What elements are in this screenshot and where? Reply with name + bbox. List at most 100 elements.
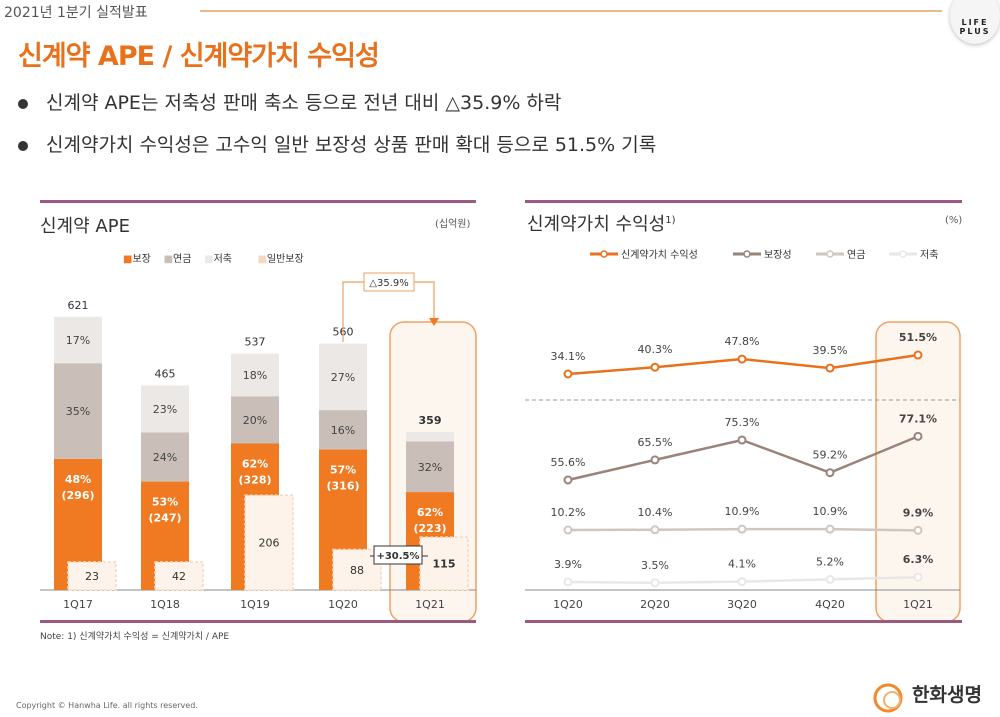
total-label: 465 (155, 367, 176, 380)
legend-label: 저축 (213, 254, 233, 265)
ape-change-label: △35.9% (369, 278, 408, 289)
bullet-item: 신계약 APE는 저축성 판매 축소 등으로 전년 대비 △35.9% 하락 (18, 88, 561, 115)
legend-label: 연금 (847, 249, 865, 261)
data-label: 51.5% (899, 331, 937, 344)
data-label: 35% (66, 405, 90, 418)
legend-label: 연금 (173, 254, 192, 265)
total-label: 621 (68, 299, 89, 312)
ape-chart-title: 신계약 APE (40, 216, 130, 237)
data-point (737, 524, 747, 534)
data-point (913, 572, 923, 582)
data-point (563, 577, 573, 587)
data-point (825, 363, 835, 373)
panel-divider (525, 620, 962, 623)
page-title: 신계약 APE / 신계약가치 수익성 (18, 41, 380, 72)
general-label: 88 (350, 564, 364, 577)
bar-segment-연금 (141, 432, 189, 482)
data-label: 32% (418, 461, 442, 474)
data-point (737, 435, 747, 445)
data-point (913, 431, 923, 441)
bar-segment-저축 (141, 385, 189, 433)
legend-swatch-icon: ■ (123, 254, 133, 265)
data-label: 24% (153, 451, 177, 464)
general-label: 42 (172, 570, 186, 583)
data-label: 6.3% (903, 553, 934, 566)
bar-segment-저축 (231, 353, 279, 397)
bullet-item: 신계약가치 수익성은 고수익 일반 보장성 상품 판매 확대 등으로 51.5%… (18, 130, 656, 157)
bullet-text: 신계약 APE는 저축성 판매 축소 등으로 전년 대비 △35.9% 하락 (46, 92, 562, 114)
data-point (913, 350, 923, 360)
legend-marker-icon (600, 250, 608, 258)
data-point (650, 578, 660, 588)
data-label: (328) (238, 474, 271, 487)
ape-unit: (십억원) (435, 219, 471, 230)
general-protection-box (154, 561, 204, 591)
data-point (737, 354, 747, 364)
data-label: 3.9% (554, 558, 582, 571)
total-label: 537 (245, 336, 266, 349)
x-tick-label: 2Q20 (640, 598, 670, 611)
legend-swatch-icon: ■ (163, 254, 174, 265)
hanwha-logo-icon (873, 683, 903, 713)
data-label: (316) (326, 480, 359, 493)
bullet-dot-icon (18, 98, 28, 109)
panel-divider (40, 200, 476, 203)
bar-segment-연금 (319, 410, 367, 450)
data-label: 62% (417, 506, 443, 519)
data-point (737, 577, 747, 587)
data-label: 65.5% (638, 436, 673, 449)
change-box (363, 272, 415, 292)
footnote: Note: 1) 신계약가치 수익성 = 신계약가치 / APE (40, 632, 230, 642)
x-tick-label: 1Q21 (415, 598, 445, 611)
arrow-icon (429, 318, 439, 326)
data-label: 10.4% (638, 506, 673, 519)
bar-segment-연금 (54, 363, 102, 459)
general-label: 206 (259, 537, 280, 550)
x-tick-label: 1Q20 (328, 598, 358, 611)
data-label: 57% (330, 464, 356, 477)
x-tick-label: 1Q17 (63, 598, 93, 611)
legend-swatch-icon: ■ (257, 254, 267, 265)
general-label: 23 (85, 570, 99, 583)
data-point (563, 475, 573, 485)
bullet-text: 신계약가치 수익성은 고수익 일반 보장성 상품 판매 확대 등으로 51.5%… (46, 134, 657, 156)
vnb-chart: 34.1% 40.3% 47.8% 39.5% 51.5% 55.6% 65.5% 75.3%… (525, 249, 961, 623)
x-tick-label: 1Q21 (903, 598, 933, 611)
data-label: 3.5% (641, 559, 669, 572)
data-label: (296) (61, 489, 94, 502)
vnb-chart-title: 신계약가치 수익성1) (527, 210, 675, 236)
legend-label: 신계약가치 수익성 (621, 249, 698, 261)
report-date: 2021년 1분기 실적발표 (4, 5, 148, 21)
data-label: 47.8% (725, 335, 760, 348)
bar-segment-연금 (231, 396, 279, 444)
data-label: 9.9% (903, 506, 934, 519)
data-point (650, 455, 660, 465)
title-text: 신계약가치 수익성 (527, 214, 666, 235)
data-label: 20% (243, 414, 267, 427)
data-label: 75.3% (725, 416, 760, 429)
data-point (913, 525, 923, 535)
header-divider (200, 10, 942, 12)
footnote-mark: 1) (665, 215, 676, 226)
data-point (563, 369, 573, 379)
legend-label: 저축 (920, 249, 938, 261)
data-label: 59.2% (813, 449, 848, 462)
data-label: 77.1% (899, 412, 937, 425)
legend-label: 일반보장 (266, 254, 304, 265)
bar-segment-저축 (406, 432, 454, 442)
data-point (825, 574, 835, 584)
data-label: 17% (66, 334, 90, 347)
x-tick-label: 1Q18 (150, 598, 180, 611)
data-label: 10.9% (725, 505, 760, 518)
legend-marker-icon (899, 250, 907, 258)
brand-name: 한화생명 (912, 684, 982, 706)
data-point (825, 468, 835, 478)
data-label: 18% (243, 369, 267, 382)
data-point (825, 524, 835, 534)
legend-marker-icon (743, 250, 751, 258)
bar-segment-저축 (319, 343, 367, 411)
data-label: 5.2% (816, 555, 844, 568)
data-label: 39.5% (813, 344, 848, 357)
x-tick-label: 1Q19 (240, 598, 270, 611)
data-label: 34.1% (551, 350, 586, 363)
